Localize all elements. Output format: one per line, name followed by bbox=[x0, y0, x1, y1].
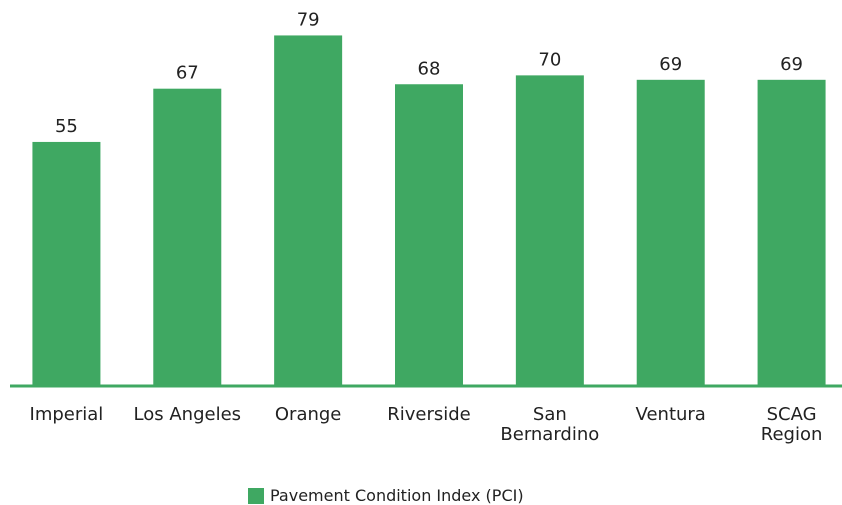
bar bbox=[32, 141, 101, 386]
bar bbox=[274, 35, 343, 386]
plot: 55 67 79 68 70 69 69 bbox=[10, 9, 842, 388]
value-label: 70 bbox=[538, 49, 561, 70]
value-label: 55 bbox=[55, 116, 78, 137]
value-label: 68 bbox=[418, 58, 441, 79]
value-label: 69 bbox=[780, 54, 803, 75]
value-label: 69 bbox=[659, 54, 682, 75]
value-label: 67 bbox=[176, 63, 199, 84]
x-tick-label: Ventura bbox=[635, 404, 706, 425]
bar bbox=[636, 79, 705, 386]
legend-swatch bbox=[248, 487, 264, 504]
bar bbox=[515, 75, 584, 386]
x-tick-label: Imperial bbox=[29, 404, 104, 425]
x-tick-label: SCAG Region bbox=[760, 404, 823, 445]
bar bbox=[757, 79, 826, 386]
bar bbox=[395, 84, 463, 386]
bar bbox=[153, 88, 222, 386]
value-label: 79 bbox=[297, 9, 320, 30]
x-tick-label: Orange bbox=[274, 404, 342, 425]
legend: Pavement Condition Index (PCI) bbox=[248, 486, 524, 505]
x-tick-label: San Bernardino bbox=[500, 404, 600, 445]
x-tick-label: Riverside bbox=[387, 404, 471, 425]
legend-label: Pavement Condition Index (PCI) bbox=[270, 486, 524, 505]
x-tick-label: Los Angeles bbox=[133, 404, 242, 425]
